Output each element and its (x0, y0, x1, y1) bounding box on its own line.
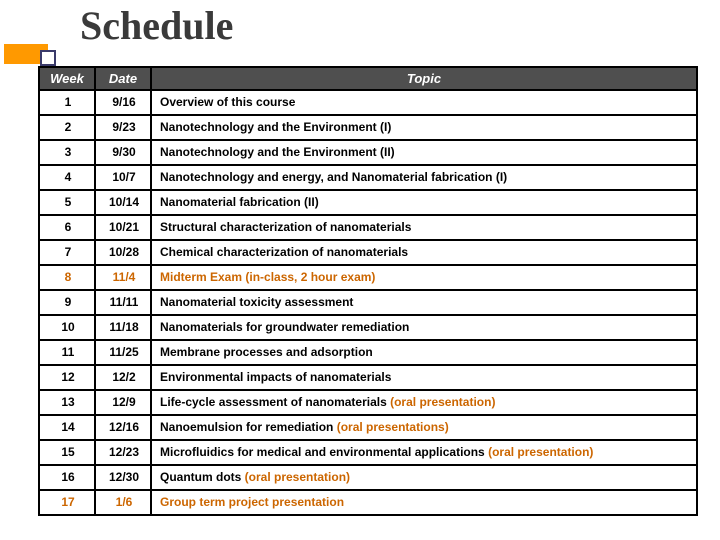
cell-date: 10/14 (95, 190, 151, 215)
cell-week: 4 (39, 165, 95, 190)
table-row: 1412/16Nanoemulsion for remediation (ora… (39, 415, 697, 440)
table-row: 1011/18Nanomaterials for groundwater rem… (39, 315, 697, 340)
topic-highlight: (oral presentation) (390, 395, 495, 409)
cell-date: 9/30 (95, 140, 151, 165)
cell-week: 6 (39, 215, 95, 240)
cell-topic: Quantum dots (oral presentation) (151, 465, 697, 490)
cell-date: 10/28 (95, 240, 151, 265)
cell-date: 12/16 (95, 415, 151, 440)
cell-date: 9/23 (95, 115, 151, 140)
table-row: 1212/2Environmental impacts of nanomater… (39, 365, 697, 390)
cell-topic: Life-cycle assessment of nanomaterials (… (151, 390, 697, 415)
slide: Schedule Week Date Topic 19/16Overview o… (0, 0, 720, 540)
cell-week: 14 (39, 415, 95, 440)
cell-week: 1 (39, 90, 95, 115)
schedule-table: Week Date Topic 19/16Overview of this co… (38, 66, 698, 516)
cell-date: 10/21 (95, 215, 151, 240)
cell-topic: Nanomaterials for groundwater remediatio… (151, 315, 697, 340)
cell-topic: Chemical characterization of nanomateria… (151, 240, 697, 265)
cell-topic: Nanotechnology and energy, and Nanomater… (151, 165, 697, 190)
table-row: 510/14Nanomaterial fabrication (II) (39, 190, 697, 215)
cell-date: 11/18 (95, 315, 151, 340)
page-title: Schedule (34, 6, 700, 46)
topic-text: Microfluidics for medical and environmen… (160, 445, 488, 459)
table-row: 811/4Midterm Exam (in-class, 2 hour exam… (39, 265, 697, 290)
cell-date: 1/6 (95, 490, 151, 515)
cell-week: 2 (39, 115, 95, 140)
table-row: 1312/9Life-cycle assessment of nanomater… (39, 390, 697, 415)
topic-text: Life-cycle assessment of nanomaterials (160, 395, 390, 409)
topic-text: Quantum dots (160, 470, 245, 484)
table-row: 410/7Nanotechnology and energy, and Nano… (39, 165, 697, 190)
cell-date: 11/4 (95, 265, 151, 290)
cell-week: 5 (39, 190, 95, 215)
cell-topic: Structural characterization of nanomater… (151, 215, 697, 240)
cell-topic: Environmental impacts of nanomaterials (151, 365, 697, 390)
title-region: Schedule (34, 6, 700, 62)
col-header-topic: Topic (151, 67, 697, 90)
cell-topic: Nanoemulsion for remediation (oral prese… (151, 415, 697, 440)
table-row: 710/28Chemical characterization of nanom… (39, 240, 697, 265)
cell-topic: Microfluidics for medical and environmen… (151, 440, 697, 465)
cell-topic: Nanotechnology and the Environment (I) (151, 115, 697, 140)
topic-text: Nanoemulsion for remediation (160, 420, 337, 434)
cell-topic: Nanomaterial toxicity assessment (151, 290, 697, 315)
cell-week: 9 (39, 290, 95, 315)
accent-box (40, 50, 56, 66)
cell-week: 3 (39, 140, 95, 165)
cell-topic: Nanotechnology and the Environment (II) (151, 140, 697, 165)
table-row: 19/16Overview of this course (39, 90, 697, 115)
table-header-row: Week Date Topic (39, 67, 697, 90)
cell-topic: Membrane processes and adsorption (151, 340, 697, 365)
cell-week: 10 (39, 315, 95, 340)
table-row: 39/30Nanotechnology and the Environment … (39, 140, 697, 165)
cell-topic: Midterm Exam (in-class, 2 hour exam) (151, 265, 697, 290)
table-row: 171/6Group term project presentation (39, 490, 697, 515)
col-header-date: Date (95, 67, 151, 90)
cell-topic: Group term project presentation (151, 490, 697, 515)
table-row: 29/23Nanotechnology and the Environment … (39, 115, 697, 140)
cell-date: 11/11 (95, 290, 151, 315)
cell-date: 9/16 (95, 90, 151, 115)
cell-date: 11/25 (95, 340, 151, 365)
cell-topic: Overview of this course (151, 90, 697, 115)
cell-date: 12/9 (95, 390, 151, 415)
cell-week: 7 (39, 240, 95, 265)
topic-highlight: (oral presentation) (488, 445, 593, 459)
table-body: 19/16Overview of this course29/23Nanotec… (39, 90, 697, 515)
table-row: 610/21Structural characterization of nan… (39, 215, 697, 240)
cell-week: 11 (39, 340, 95, 365)
cell-topic: Nanomaterial fabrication (II) (151, 190, 697, 215)
cell-week: 13 (39, 390, 95, 415)
topic-highlight: (oral presentations) (337, 420, 449, 434)
cell-date: 12/30 (95, 465, 151, 490)
cell-date: 12/2 (95, 365, 151, 390)
topic-highlight: (oral presentation) (245, 470, 350, 484)
cell-date: 10/7 (95, 165, 151, 190)
table-row: 911/11Nanomaterial toxicity assessment (39, 290, 697, 315)
cell-week: 16 (39, 465, 95, 490)
cell-week: 15 (39, 440, 95, 465)
cell-week: 17 (39, 490, 95, 515)
cell-date: 12/23 (95, 440, 151, 465)
cell-week: 8 (39, 265, 95, 290)
table-row: 1612/30Quantum dots (oral presentation) (39, 465, 697, 490)
cell-week: 12 (39, 365, 95, 390)
table-row: 1111/25Membrane processes and adsorption (39, 340, 697, 365)
col-header-week: Week (39, 67, 95, 90)
table-row: 1512/23 Microfluidics for medical and env… (39, 440, 697, 465)
